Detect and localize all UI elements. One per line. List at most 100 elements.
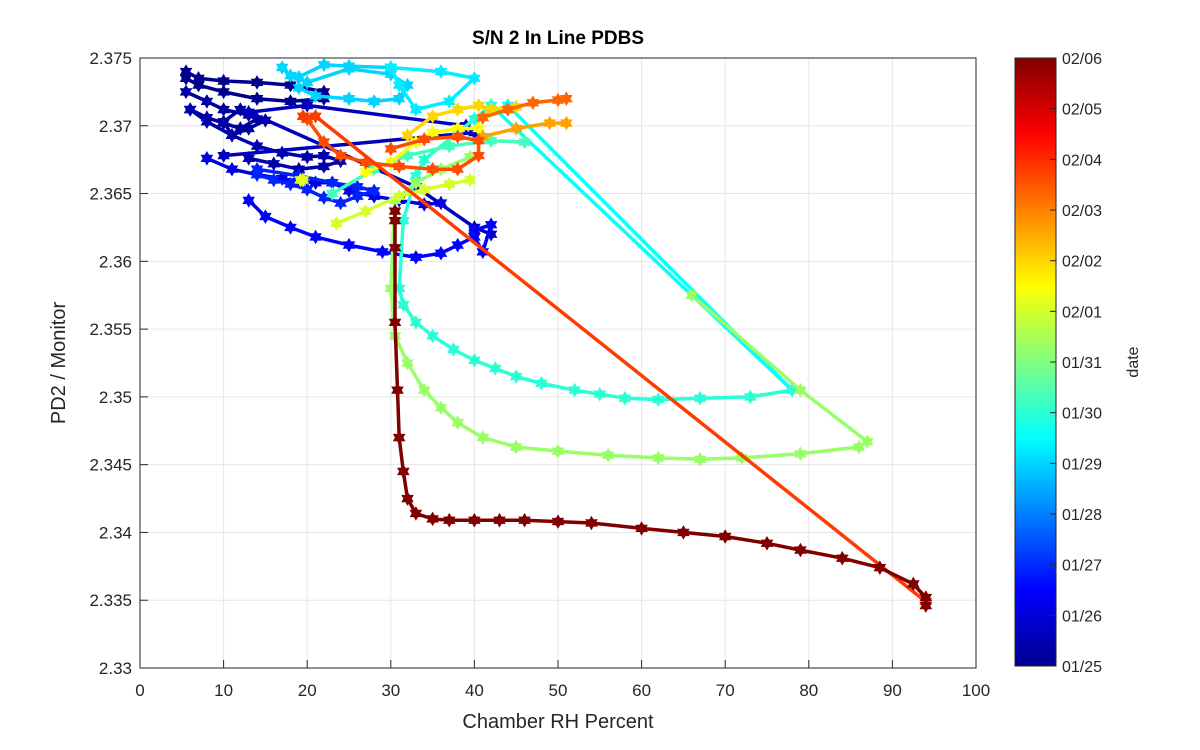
colorbar: 01/25 01/26 01/27 01/28 01/29 01/30 01/31 02/01… <box>1014 51 1142 676</box>
x-tick-label: 40 <box>465 681 484 700</box>
data-point <box>392 189 406 204</box>
data-point <box>509 369 523 384</box>
data-point <box>489 361 502 376</box>
data-point <box>476 244 490 260</box>
data-point <box>296 109 310 124</box>
data-series <box>476 91 573 125</box>
data-point <box>234 102 247 117</box>
data-point <box>284 220 297 235</box>
data-point <box>225 128 239 143</box>
y-tick-label: 2.375 <box>89 49 132 68</box>
data-point <box>451 129 465 144</box>
data-point <box>476 110 490 125</box>
data-point <box>342 91 356 107</box>
data-point <box>384 60 398 75</box>
data-point <box>359 203 372 219</box>
data-point <box>760 536 774 551</box>
colorbar-tick-label: 01/28 <box>1062 507 1102 524</box>
data-point <box>442 94 456 109</box>
data-point <box>392 430 406 445</box>
y-tick-label: 2.37 <box>99 117 132 136</box>
data-point <box>417 152 431 168</box>
data-point <box>559 115 573 131</box>
data-point <box>284 68 297 83</box>
data-point <box>472 98 485 113</box>
data-point <box>179 84 193 100</box>
data-point <box>451 237 465 253</box>
data-point <box>388 314 402 330</box>
data-series <box>250 161 381 211</box>
data-series <box>242 192 498 265</box>
data-point <box>718 529 732 544</box>
data-point <box>451 161 465 177</box>
data-point <box>396 464 410 479</box>
x-tick-label: 0 <box>135 681 144 700</box>
data-point <box>392 159 406 174</box>
grid-lines <box>140 58 976 668</box>
data-point <box>794 542 807 558</box>
data-point <box>585 515 598 531</box>
data-point <box>426 328 439 344</box>
colorbar-tick-label: 01/30 <box>1062 406 1102 423</box>
data-series <box>183 102 348 177</box>
data-point <box>618 390 632 406</box>
data-point <box>359 164 372 180</box>
data-point <box>409 314 423 330</box>
data-point <box>543 115 557 131</box>
data-point <box>183 102 197 117</box>
data-point <box>225 161 239 177</box>
data-point <box>509 121 523 136</box>
data-point <box>442 512 456 528</box>
series-line <box>481 121 569 139</box>
data-series <box>294 172 310 188</box>
data-point <box>873 560 887 575</box>
x-tick-label: 100 <box>962 681 990 700</box>
colorbar-tick-label: 02/06 <box>1062 51 1102 68</box>
data-point <box>468 512 481 528</box>
data-point <box>463 172 477 188</box>
data-point <box>200 151 214 166</box>
x-tick-label: 10 <box>214 681 233 700</box>
x-tick-label: 90 <box>883 681 902 700</box>
data-point <box>601 447 615 463</box>
data-point <box>451 415 465 430</box>
data-point <box>835 550 849 566</box>
data-point <box>350 189 364 204</box>
data-series <box>388 203 933 613</box>
data-series-layer <box>179 58 933 613</box>
data-point <box>317 159 331 174</box>
x-tick-label: 80 <box>799 681 818 700</box>
data-point <box>267 172 281 188</box>
x-tick-label: 20 <box>298 681 317 700</box>
data-point <box>250 91 264 107</box>
data-point <box>476 430 490 445</box>
data-point <box>860 434 874 449</box>
colorbar-tick-label: 02/05 <box>1062 102 1102 119</box>
x-tick-label: 30 <box>381 681 400 700</box>
data-point <box>693 390 707 406</box>
y-tick-label: 2.33 <box>99 659 132 678</box>
data-point <box>417 382 431 398</box>
data-point <box>300 149 314 165</box>
data-point <box>391 382 404 398</box>
y-tick-label: 2.335 <box>89 591 132 610</box>
data-point <box>434 245 448 261</box>
y-tick-label: 2.35 <box>99 388 132 407</box>
x-tick-label: 70 <box>716 681 735 700</box>
data-point <box>426 161 439 177</box>
colorbar-tick-label: 01/25 <box>1062 659 1102 676</box>
data-point <box>401 491 414 506</box>
data-point <box>434 64 448 79</box>
y-tick-label: 2.34 <box>99 523 132 542</box>
data-point <box>309 88 322 104</box>
data-point <box>794 446 807 462</box>
data-point <box>417 182 431 197</box>
y-tick-label: 2.36 <box>99 252 132 271</box>
data-point <box>526 95 540 110</box>
data-point <box>468 353 481 368</box>
data-point <box>493 512 506 528</box>
data-point <box>250 167 264 182</box>
data-point <box>384 155 398 170</box>
data-point <box>593 386 607 402</box>
y-tick-label: 2.345 <box>89 456 132 475</box>
